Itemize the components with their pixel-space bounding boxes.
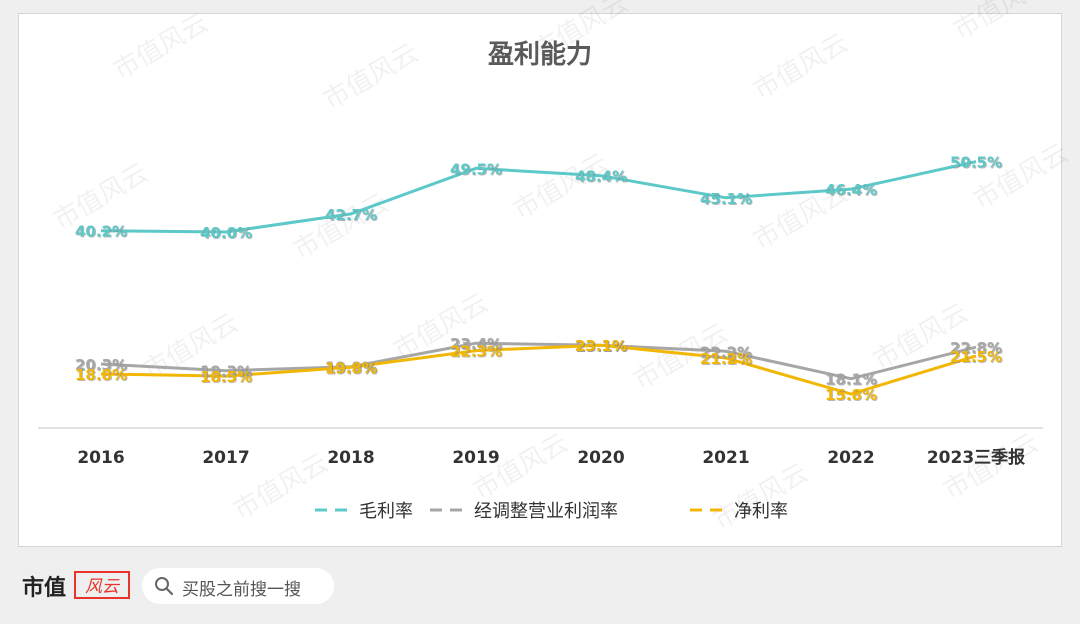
data-label: 22.3% xyxy=(450,343,502,361)
data-label-shadow: 23.1% xyxy=(576,338,628,356)
footer-bar: 市值 风云 买股之前搜一搜 xyxy=(0,560,1080,612)
watermark-text: 市值风云 xyxy=(289,188,394,266)
legend-label: 毛利率 xyxy=(359,501,413,522)
data-label: 45.1% xyxy=(700,190,752,208)
data-label-shadow: 21.5% xyxy=(951,349,1003,367)
data-label: 19.9% xyxy=(325,359,377,377)
data-label: 19.3% xyxy=(200,363,252,381)
data-label: 22.2% xyxy=(700,343,752,361)
data-label-shadow: 23.1% xyxy=(576,338,628,356)
series-line xyxy=(100,341,977,381)
data-label: 48.4% xyxy=(575,168,627,186)
data-label-shadow: 18.5% xyxy=(201,369,253,387)
data-label-shadow: 19.8% xyxy=(326,360,378,378)
brand-logo-icon: 风云 xyxy=(74,571,130,599)
data-label: 18.8% xyxy=(75,366,127,384)
data-label: 20.3% xyxy=(75,356,127,374)
x-tick-label: 2022 xyxy=(827,448,874,468)
data-label-shadow: 50.5% xyxy=(951,155,1003,173)
x-tick-label: 2023三季报 xyxy=(927,447,1025,468)
watermark-text: 市值风云 xyxy=(969,138,1074,216)
data-label-shadow: 46.4% xyxy=(826,182,878,200)
x-tick-label: 2018 xyxy=(327,448,374,468)
data-label: 23.4% xyxy=(450,335,502,353)
data-label: 18.5% xyxy=(200,368,252,386)
data-label: 18.1% xyxy=(825,371,877,389)
legend-label: 经调整营业利润率 xyxy=(474,501,618,522)
data-label: 15.8% xyxy=(825,386,877,404)
data-label-shadow: 22.8% xyxy=(951,340,1003,358)
data-label: 23.1% xyxy=(575,337,627,355)
data-label-shadow: 22.3% xyxy=(451,344,503,362)
data-label: 40.2% xyxy=(75,223,127,241)
x-tick-label: 2020 xyxy=(577,448,624,468)
data-label: 21.5% xyxy=(950,348,1002,366)
data-label-shadow: 49.5% xyxy=(451,161,503,179)
data-label: 42.7% xyxy=(325,206,377,224)
data-label: 19.8% xyxy=(325,359,377,377)
series-lines xyxy=(100,160,977,396)
watermark-text: 市值风云 xyxy=(749,28,854,106)
data-labels: 40.2%40.2% 40.0%40.0%42.7%42.7%49.5%49.5%… xyxy=(75,154,1003,405)
data-label-shadow: 20.3% xyxy=(76,357,128,375)
data-label: 40.0% xyxy=(200,224,252,242)
data-label-shadow: 40.2% xyxy=(76,224,128,242)
data-label: 23.1% xyxy=(575,337,627,355)
search-placeholder: 买股之前搜一搜 xyxy=(182,580,301,600)
watermark-text: 市值风云 xyxy=(319,38,424,116)
watermark-text: 市值风云 xyxy=(949,0,1054,46)
series-line xyxy=(100,160,977,234)
x-tick-labels: 2016 2017 2018 2019 2020 2021 2022 2023三季报 xyxy=(77,447,1025,468)
data-label-shadow: 19.9% xyxy=(326,360,378,378)
data-label: 46.4% xyxy=(825,181,877,199)
data-label-shadow: 45.1% xyxy=(701,191,753,209)
x-tick-label: 2017 xyxy=(202,448,249,468)
series-line xyxy=(100,343,977,396)
watermark-text: 市值风云 xyxy=(109,8,214,86)
data-label: 49.5% xyxy=(450,160,502,178)
data-label-shadow: 18.1% xyxy=(826,372,878,390)
watermark-text: 市值风云 xyxy=(709,458,814,536)
data-label-shadow: 15.8% xyxy=(826,387,878,405)
x-tick-label: 2019 xyxy=(452,448,499,468)
watermark-text: 市值风云 xyxy=(509,148,614,226)
data-label: 22.8% xyxy=(950,339,1002,357)
data-label-shadow: 48.4% xyxy=(576,169,628,187)
data-label-shadow: 21.2% xyxy=(701,351,753,369)
x-tick-label: 2016 xyxy=(77,448,124,468)
legend: 毛利率 经调整营业利润率 净利率 xyxy=(315,501,788,522)
brand-name: 市值 xyxy=(22,576,67,601)
data-label-shadow: 40.0% xyxy=(201,225,253,243)
legend-label: 净利率 xyxy=(734,501,788,522)
search-box[interactable]: 买股之前搜一搜 xyxy=(142,568,334,604)
chart-title: 盈利能力 xyxy=(487,39,592,70)
brand-logo-text: 风云 xyxy=(85,577,121,597)
data-label-shadow: 23.4% xyxy=(451,336,503,354)
search-icon xyxy=(155,577,174,596)
data-label: 21.2% xyxy=(700,350,752,368)
data-label: 50.5% xyxy=(950,154,1002,172)
data-label-shadow: 22.2% xyxy=(701,344,753,362)
data-label-shadow: 19.3% xyxy=(201,364,253,382)
x-tick-label: 2021 xyxy=(702,448,749,468)
data-label-shadow: 18.8% xyxy=(76,367,128,385)
chart-panel xyxy=(18,13,1062,547)
data-label-shadow: 42.7% xyxy=(326,207,378,225)
